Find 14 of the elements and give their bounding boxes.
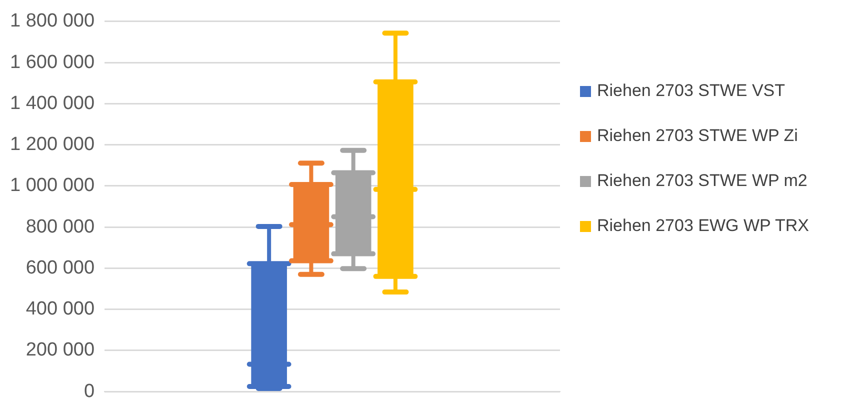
- y-tick-label: 800 000: [26, 216, 95, 238]
- y-tick-label: 1 800 000: [10, 10, 95, 32]
- y-tick-label: 200 000: [26, 340, 95, 361]
- legend-label: Riehen 2703 STWE WP Zi: [597, 124, 798, 147]
- legend-label: Riehen 2703 EWG WP TRX: [597, 214, 809, 237]
- y-tick-label: 400 000: [26, 298, 95, 320]
- y-tick-label: 1 000 000: [10, 175, 95, 196]
- y-tick-label: 1 400 000: [10, 92, 95, 114]
- legend-label: Riehen 2703 STWE VST: [597, 80, 786, 102]
- legend-label: Riehen 2703 STWE WP m2: [597, 170, 808, 192]
- y-tick-label: 600 000: [26, 257, 95, 278]
- y-tick-label: 1 600 000: [10, 52, 95, 73]
- y-tick-label: 1 200 000: [10, 134, 95, 156]
- y-tick-label: 0: [84, 380, 95, 402]
